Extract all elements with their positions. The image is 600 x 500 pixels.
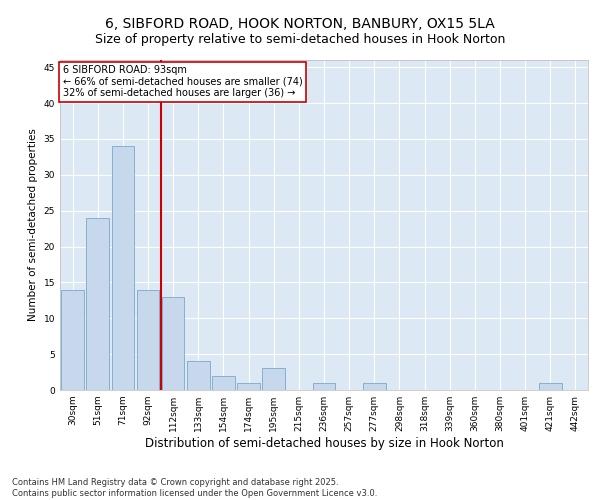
X-axis label: Distribution of semi-detached houses by size in Hook Norton: Distribution of semi-detached houses by …	[145, 437, 503, 450]
Bar	[237, 383, 260, 390]
Text: 6, SIBFORD ROAD, HOOK NORTON, BANBURY, OX15 5LA: 6, SIBFORD ROAD, HOOK NORTON, BANBURY, O…	[105, 18, 495, 32]
Bar	[313, 383, 335, 390]
Text: Contains HM Land Registry data © Crown copyright and database right 2025.
Contai: Contains HM Land Registry data © Crown c…	[12, 478, 377, 498]
Bar	[61, 290, 84, 390]
Y-axis label: Number of semi-detached properties: Number of semi-detached properties	[28, 128, 38, 322]
Text: Size of property relative to semi-detached houses in Hook Norton: Size of property relative to semi-detach…	[95, 32, 505, 46]
Bar	[187, 362, 209, 390]
Text: 6 SIBFORD ROAD: 93sqm
← 66% of semi-detached houses are smaller (74)
32% of semi: 6 SIBFORD ROAD: 93sqm ← 66% of semi-deta…	[62, 65, 302, 98]
Bar	[262, 368, 285, 390]
Bar	[162, 296, 184, 390]
Bar	[212, 376, 235, 390]
Bar	[112, 146, 134, 390]
Bar	[137, 290, 160, 390]
Bar	[363, 383, 386, 390]
Bar	[539, 383, 562, 390]
Bar	[86, 218, 109, 390]
